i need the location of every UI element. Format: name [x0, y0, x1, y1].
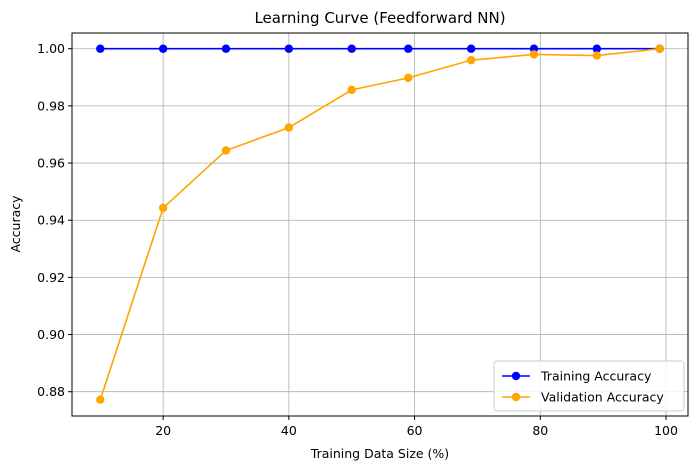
legend-box — [493, 360, 685, 412]
validation-accuracy-point — [347, 85, 356, 95]
plot-frame — [71, 32, 689, 417]
y-tick-label: 0.92 — [37, 270, 65, 285]
training-accuracy-point — [347, 44, 356, 53]
chart-title: Learning Curve (Feedforward NN) — [254, 9, 505, 27]
y-tick-label: 0.96 — [37, 156, 65, 171]
training-accuracy-point — [404, 44, 413, 53]
training-accuracy-point — [96, 44, 105, 53]
series-layer — [96, 44, 664, 404]
grid-layer — [72, 33, 688, 416]
training-accuracy-point — [466, 44, 476, 53]
validation-accuracy-point — [655, 44, 664, 53]
y-tick-label: 0.88 — [37, 384, 65, 399]
validation-accuracy-point — [404, 73, 413, 83]
validation-accuracy-line — [99, 47, 660, 400]
y-tick-label: 0.94 — [37, 213, 65, 228]
validation-accuracy-point — [96, 395, 105, 404]
legend-entry-label: Validation Accuracy — [541, 390, 664, 405]
training-accuracy-point — [284, 44, 294, 53]
validation-accuracy-point — [284, 123, 294, 132]
x-tick-label: 100 — [654, 423, 678, 438]
x-tick-label: 20 — [155, 423, 171, 438]
validation-accuracy-point — [158, 203, 168, 213]
validation-accuracy-point — [592, 51, 602, 60]
training-accuracy-point — [221, 44, 231, 53]
validation-accuracy-point — [466, 55, 476, 65]
legend-swatch-marker — [511, 371, 521, 381]
training-accuracy-point — [158, 44, 168, 53]
y-axis-title: Accuracy — [8, 195, 23, 253]
y-tick-label: 0.98 — [37, 98, 65, 113]
legend-entry-label: Training Accuracy — [540, 369, 652, 384]
x-axis-title: Training Data Size (%) — [310, 446, 449, 461]
y-tick-label: 0.90 — [37, 327, 65, 342]
y-tick-label: 1.00 — [37, 41, 65, 56]
legend: Training Accuracy Validation Accuracy — [493, 360, 685, 412]
legend-swatch-marker — [511, 392, 521, 402]
validation-accuracy-point — [529, 50, 539, 59]
tick-layer: 20 40 60 80 100 0.88 0.90 0.92 0.94 0.96 0.98 1.00 — [37, 41, 678, 438]
training-accuracy-point — [592, 44, 602, 53]
validation-accuracy-point — [221, 146, 231, 155]
x-tick-label: 40 — [281, 423, 297, 438]
x-tick-label: 60 — [407, 423, 423, 438]
x-tick-label: 80 — [532, 423, 548, 438]
